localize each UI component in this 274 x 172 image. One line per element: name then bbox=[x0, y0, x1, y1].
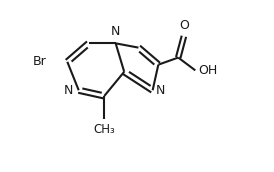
Text: N: N bbox=[155, 84, 165, 97]
Text: N: N bbox=[64, 84, 73, 97]
Text: N: N bbox=[111, 25, 120, 38]
Text: OH: OH bbox=[198, 64, 217, 77]
Text: O: O bbox=[179, 19, 189, 32]
Text: CH₃: CH₃ bbox=[93, 123, 115, 136]
Text: Br: Br bbox=[32, 55, 46, 68]
